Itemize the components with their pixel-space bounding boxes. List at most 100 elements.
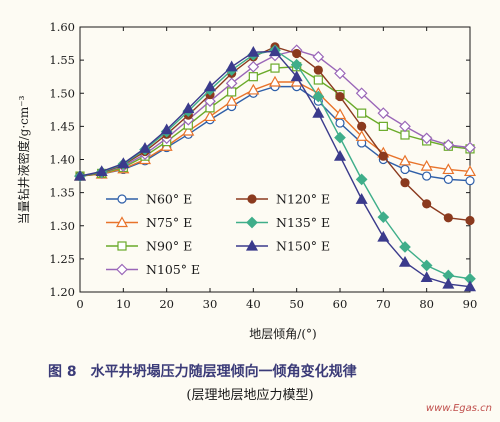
legend-label: N135° E: [276, 215, 330, 230]
data-point: [117, 157, 130, 169]
data-point: [290, 58, 303, 71]
data-point: [248, 72, 258, 82]
data-point: [400, 164, 410, 175]
data-point: [378, 121, 388, 131]
data-point: [73, 169, 87, 181]
y-tick-label: 1.45: [49, 119, 75, 133]
data-point: [420, 132, 433, 145]
data-point: [270, 63, 280, 73]
data-point: [442, 277, 455, 289]
x-axis-label: 地层倾角/(°): [249, 327, 316, 341]
data-point: [463, 280, 477, 292]
data-point: [357, 108, 367, 118]
x-tick-label: 80: [419, 297, 434, 311]
data-point: [290, 70, 303, 82]
legend-marker: [117, 194, 127, 204]
data-point: [465, 176, 475, 186]
data-point: [398, 154, 412, 166]
legend-label: N150° E: [276, 239, 330, 254]
data-point: [355, 87, 368, 100]
data-point: [377, 230, 390, 242]
data-point: [334, 67, 346, 80]
data-point: [398, 255, 412, 267]
legend-marker: [115, 216, 129, 228]
data-point: [160, 123, 173, 135]
data-point: [247, 83, 260, 95]
data-point: [443, 213, 453, 223]
data-point: [312, 90, 325, 103]
x-tick-label: 70: [376, 297, 391, 311]
x-tick-label: 30: [203, 297, 218, 311]
x-tick-label: 10: [116, 297, 131, 311]
series-line: [79, 85, 471, 182]
legend-label: N120° E: [276, 192, 330, 207]
x-tick-label: 0: [76, 297, 83, 311]
watermark: www.Egas.cn: [426, 403, 492, 414]
data-point: [204, 95, 216, 108]
y-tick-label: 1.30: [49, 219, 75, 233]
data-point: [203, 110, 217, 122]
y-tick-label: 1.25: [49, 252, 75, 266]
data-point: [313, 75, 323, 85]
legend-label: N90° E: [146, 239, 192, 254]
data-point: [422, 199, 432, 209]
data-point: [465, 215, 475, 226]
y-axis-label: 当量钻井液密度/g·cm⁻³: [16, 95, 31, 224]
data-point: [355, 193, 368, 204]
data-point: [95, 165, 108, 177]
data-point: [335, 91, 345, 102]
data-point: [442, 163, 455, 175]
data-point: [225, 77, 238, 90]
data-point: [225, 60, 238, 72]
legend-label: N105° E: [146, 262, 200, 277]
data-point: [377, 107, 390, 119]
legend-marker: [117, 241, 127, 251]
data-point: [268, 45, 282, 57]
data-point: [399, 241, 411, 253]
data-point: [333, 149, 347, 161]
data-point: [247, 60, 260, 73]
legend-label: N60° E: [146, 192, 192, 207]
series-group: [75, 82, 475, 186]
data-point: [225, 94, 238, 106]
series-line: [79, 46, 471, 222]
series-line: [79, 81, 471, 177]
x-tick-label: 50: [289, 297, 304, 311]
legend-marker: [247, 194, 257, 204]
y-tick-label: 1.35: [49, 186, 75, 200]
legend-marker: [116, 263, 128, 276]
data-point: [334, 131, 346, 144]
x-tick-label: 20: [159, 297, 174, 311]
data-point: [292, 48, 302, 59]
x-tick-label: 90: [463, 297, 478, 311]
y-tick-label: 1.50: [49, 86, 75, 100]
data-point: [203, 80, 217, 92]
y-tick-label: 1.20: [49, 285, 75, 299]
data-point: [313, 65, 323, 75]
data-point: [463, 165, 477, 177]
legend-marker: [245, 239, 259, 251]
data-point: [268, 75, 282, 87]
data-point: [312, 50, 325, 63]
data-point: [422, 171, 432, 181]
legend-marker: [246, 216, 258, 229]
data-point: [333, 108, 347, 120]
y-tick-label: 1.55: [49, 53, 75, 67]
data-point: [335, 118, 345, 128]
data-point: [464, 141, 476, 154]
data-point: [357, 121, 367, 131]
data-point: [420, 159, 433, 171]
data-point: [247, 45, 260, 57]
data-point: [420, 271, 433, 283]
data-point: [182, 102, 195, 114]
data-point: [443, 174, 453, 184]
data-point: [355, 130, 368, 141]
x-tick-label: 60: [333, 297, 348, 311]
figure-subcaption: (层理地层地应力模型): [186, 387, 313, 403]
data-point: [400, 178, 410, 188]
data-point: [312, 106, 325, 118]
data-point: [377, 211, 390, 223]
data-point: [182, 124, 195, 136]
legend-label: N75° E: [146, 215, 192, 230]
